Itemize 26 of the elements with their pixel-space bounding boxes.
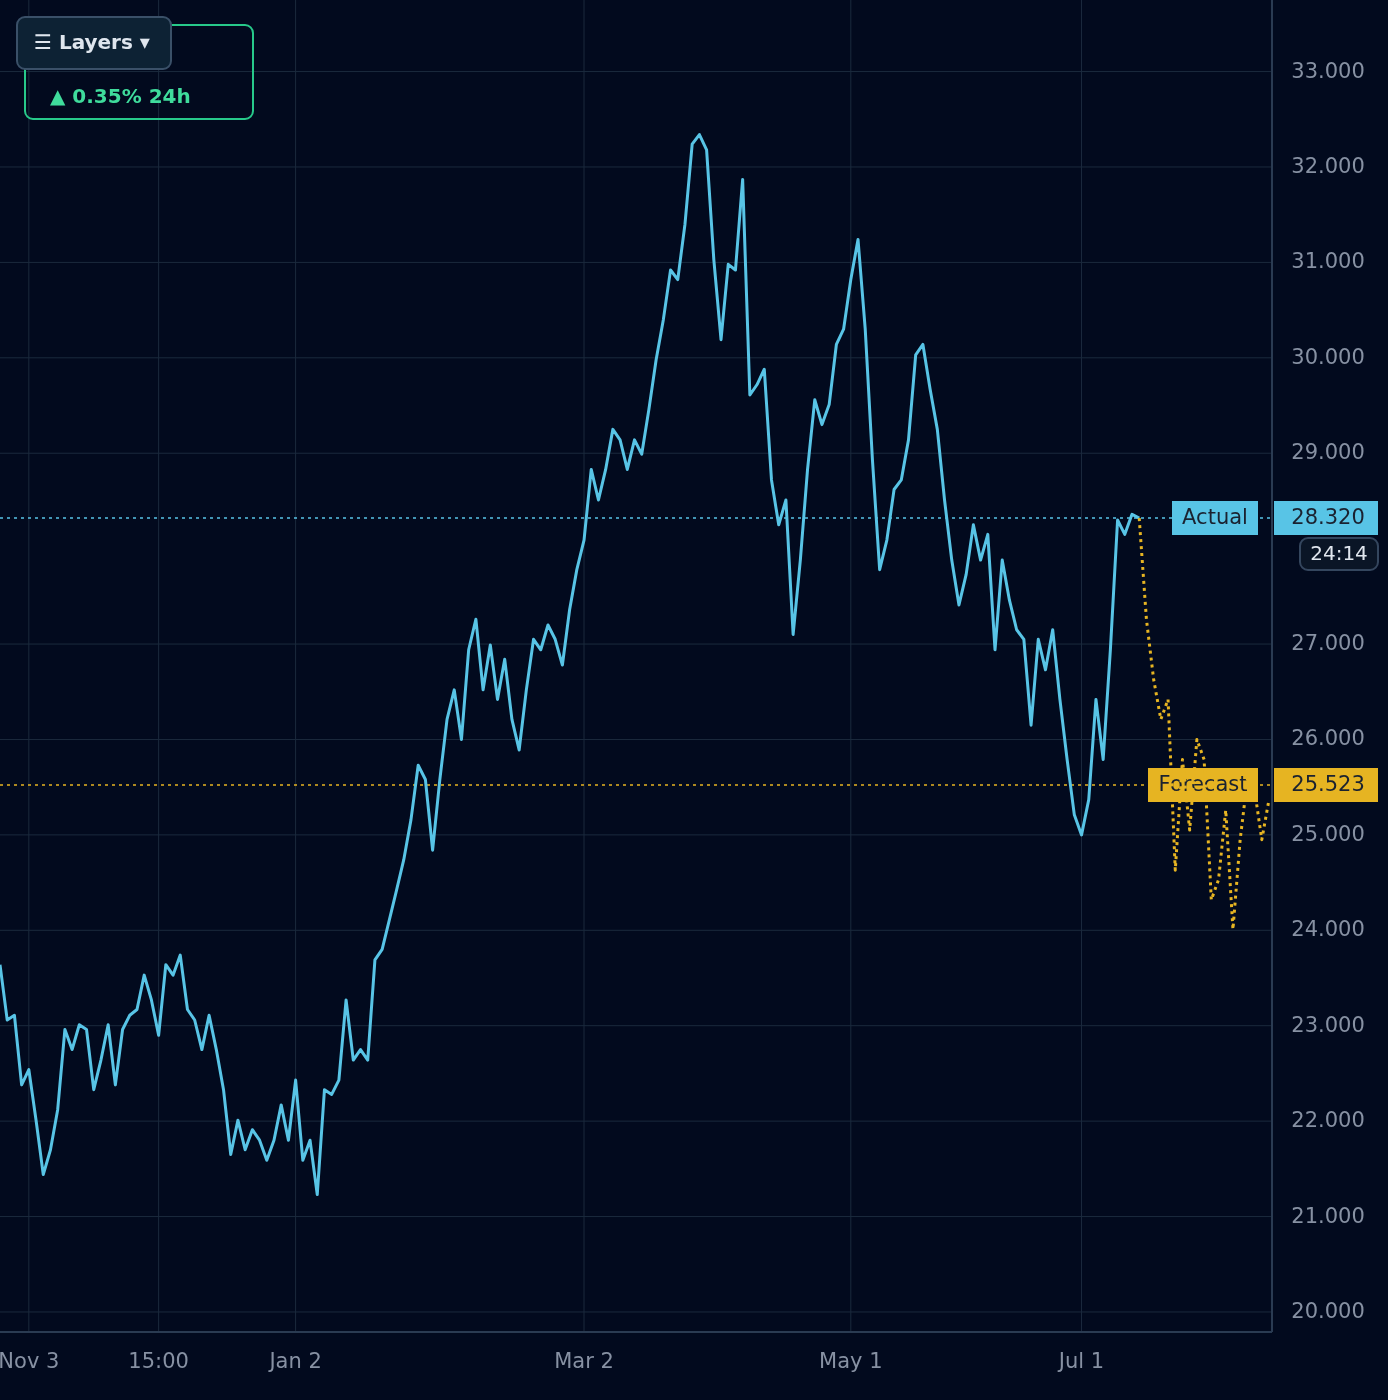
ref-line-label: Actual xyxy=(1182,505,1248,530)
text: 25.523 xyxy=(1291,771,1365,796)
y-tick-label: 31.000 xyxy=(1291,249,1365,274)
y-tick-label: 24.000 xyxy=(1291,917,1365,942)
x-tick-label: 15:00 xyxy=(128,1349,189,1373)
annotation: ▲ 0.35% 24h xyxy=(50,84,191,108)
y-tick-label: 27.000 xyxy=(1291,631,1365,656)
text: 28.320 xyxy=(1291,505,1365,530)
x-tick-label: Jan 2 xyxy=(267,1349,322,1373)
x-tick-label: Mar 2 xyxy=(554,1349,614,1373)
y-tick-label: 30.000 xyxy=(1291,344,1365,369)
y-tick-label: 21.000 xyxy=(1291,1203,1365,1228)
annotation: ☰ Layers ▾ xyxy=(34,30,150,54)
y-tick-label: 23.000 xyxy=(1291,1012,1365,1037)
y-tick-label: 25.000 xyxy=(1291,821,1365,846)
y-tick-label: 29.000 xyxy=(1291,440,1365,465)
ref-line-label: Forecast xyxy=(1158,771,1248,796)
x-tick-label: May 1 xyxy=(819,1349,883,1373)
y-tick-label: 26.000 xyxy=(1291,726,1365,751)
x-tick-label: Jul 1 xyxy=(1056,1349,1105,1373)
text: 24:14 xyxy=(1310,541,1368,565)
y-tick-label: 32.000 xyxy=(1291,153,1365,178)
y-tick-label: 20.000 xyxy=(1291,1298,1365,1323)
y-tick-label: 22.000 xyxy=(1291,1108,1365,1133)
y-tick-label: 33.000 xyxy=(1291,58,1365,83)
x-tick-label: Nov 3 xyxy=(0,1349,60,1373)
